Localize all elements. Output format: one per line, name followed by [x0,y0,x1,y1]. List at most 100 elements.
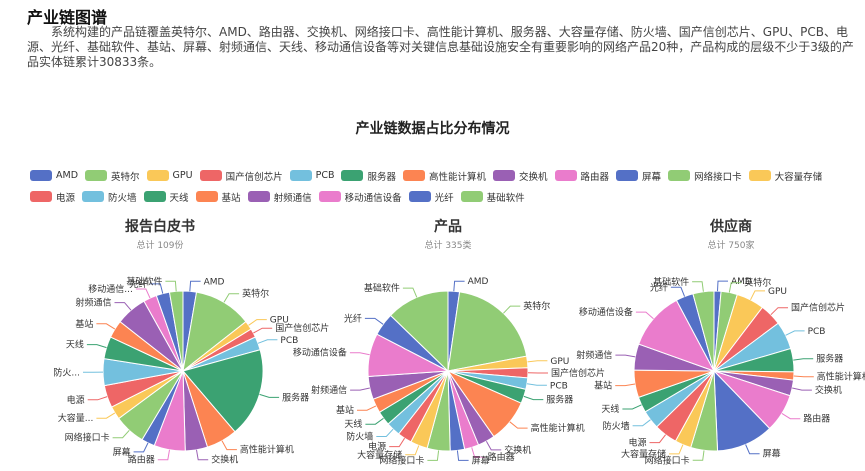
slice-label: 防火墙 [603,420,630,432]
legend-swatch [403,170,425,181]
legend-label: 交换机 [519,171,548,183]
slice-label: PCB [550,381,568,391]
leader-line [221,440,237,451]
leader-line [257,339,278,344]
legend-item[interactable]: 电源 [30,190,75,204]
legend-item[interactable]: 英特尔 [85,169,140,183]
leader-line [485,440,502,451]
legend-label: 防火墙 [108,192,137,204]
legend-item[interactable]: 交换机 [493,169,548,183]
legend-swatch [30,191,52,202]
leader-line [376,428,394,437]
chart-legend: AMD 英特尔 GPU 国产信创芯片 PCB 服务器 高性能计算机 交换机 路由器 屏幕 网络接口卡… [30,165,860,207]
legend-item[interactable]: 网络接口卡 [668,169,742,183]
pie-title: 产品 [434,218,462,235]
legend-item[interactable]: 光纤 [408,190,454,204]
slice-label: 屏幕 [763,448,781,460]
legend-item[interactable]: 基站 [195,190,241,204]
leader-line [471,447,485,458]
legend-label: 屏幕 [642,171,662,183]
legend-item[interactable]: AMD [30,170,78,181]
slice-label: 光纤 [650,281,668,293]
slice-label: 光纤 [129,278,147,290]
leader-line [615,354,636,358]
leader-line [133,442,149,453]
pie-slice[interactable] [692,290,715,372]
slice-label: 高性能计算机 [531,422,585,434]
legend-swatch [616,170,639,181]
slice-label: 高性能计算机 [240,444,294,456]
slice-label: 天线 [66,339,84,351]
pie-subtitle: 总计 750家 [707,239,754,251]
legend-item[interactable]: 服务器 [341,169,396,183]
leader-line [189,280,201,292]
legend-item[interactable]: 射频通信 [247,190,312,204]
slice-label: 英特尔 [523,300,550,312]
legend-item[interactable]: 移动通信设备 [318,190,402,204]
legend-item[interactable]: 天线 [143,190,189,204]
section-description: 系统构建的产品链覆盖英特尔、AMD、路由器、交换机、网络接口卡、高性能计算机、服… [27,25,854,69]
legend-swatch [82,191,105,202]
legend-swatch [195,191,218,202]
legend-item[interactable]: 基础软件 [460,190,525,204]
legend-label: 路由器 [580,171,610,183]
slice-label: 基站 [75,318,93,330]
leader-line [349,352,370,356]
legend-label: 国产信创芯片 [225,171,283,183]
leader-line [692,281,704,292]
legend-item[interactable]: 大容量存储 [748,169,823,183]
legend-label: 基础软件 [486,192,525,204]
slice-label: PCB [808,327,826,337]
slice-label: 网络接口卡 [645,454,690,466]
leader-line [365,417,384,425]
legend-swatch [199,170,222,181]
pie-slice[interactable] [389,290,449,373]
slice-label: 电源 [628,437,646,449]
legend-item[interactable]: GPU [146,170,193,181]
leader-line [165,280,177,292]
leader-line [669,444,684,455]
legend-item[interactable]: 防火墙 [82,190,137,204]
legend-item[interactable]: 高性能计算机 [403,169,486,183]
slice-label: GPU [768,287,787,297]
leader-line [793,375,814,378]
slice-label: 防火墙 [346,431,373,443]
section-title: 产业链图谱 [27,8,108,27]
slice-label: 大容量存储 [357,449,402,461]
leader-line [745,444,760,455]
legend-item[interactable]: PCB [289,170,334,181]
leader-line [248,319,267,326]
leader-line [456,450,469,461]
slice-label: 天线 [344,418,362,430]
leader-line [350,387,370,391]
slice-label: 服务器 [546,394,573,406]
legend-label: 光纤 [434,192,454,204]
slice-label: 路由器 [128,454,155,466]
legend-item[interactable]: 国产信创芯片 [199,169,283,183]
pie-slice[interactable] [182,349,264,433]
legend-swatch [408,191,431,202]
slice-label: 天线 [601,403,619,415]
leader-line [792,387,812,391]
legend-swatch [143,191,166,202]
legend-item[interactable]: 路由器 [554,169,610,183]
leader-line [259,393,280,398]
slice-label: 射频通信 [576,349,612,361]
legend-label: 大容量存储 [774,171,823,183]
legend-item[interactable]: 屏幕 [616,169,661,183]
slice-label: 移动通信设备 [293,347,347,359]
leader-line [728,282,742,293]
leader-line [503,305,521,314]
slice-label: AMD [204,277,225,287]
legend-swatch [318,191,341,202]
pie-title: 报告白皮书 [125,218,195,235]
legend-label: GPU [172,170,193,181]
slice-label: 电源 [67,394,85,406]
leader-line [793,358,814,361]
leader-line [509,421,528,429]
legend-swatch [460,191,483,202]
leader-line [96,412,116,419]
slice-label: 交换机 [815,384,842,396]
leader-line [632,419,651,427]
